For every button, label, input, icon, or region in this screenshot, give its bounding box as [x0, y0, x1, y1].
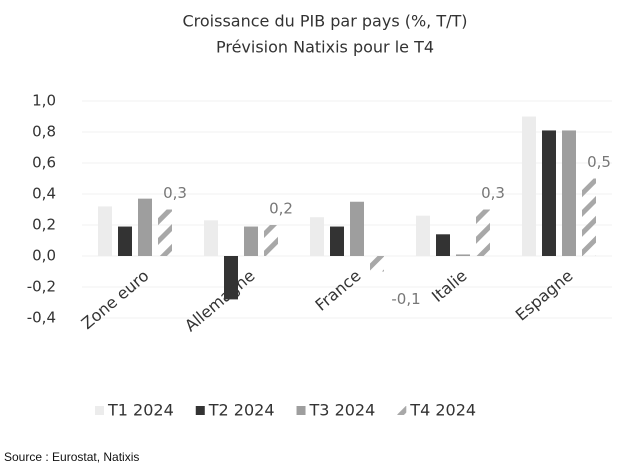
x-tick-label: Italie: [428, 266, 470, 306]
bar: [330, 226, 344, 256]
y-tick-label: 1,0: [32, 92, 56, 110]
bar: [582, 178, 596, 256]
y-tick-label: -0,2: [27, 278, 56, 296]
legend-label: T3 2024: [309, 401, 376, 420]
x-tick-label: Zone euro: [78, 266, 153, 333]
value-label: 0,3: [163, 184, 187, 202]
y-tick-label: 0,8: [32, 123, 56, 141]
legend-label: T4 2024: [409, 401, 476, 420]
bar: [118, 226, 132, 256]
bar: [542, 130, 556, 256]
chart-title: Croissance du PIB par pays (%, T/T): [182, 12, 467, 31]
bar: [456, 254, 470, 256]
bar: [416, 215, 430, 256]
bar: [310, 217, 324, 256]
value-label: -0,1: [391, 290, 420, 308]
x-tick-label: Espagne: [512, 266, 577, 325]
bar: [224, 256, 238, 300]
bar: [522, 116, 536, 256]
legend-label: T1 2024: [107, 401, 174, 420]
legend-swatch: [195, 406, 205, 415]
bar: [350, 201, 364, 256]
bar: [370, 256, 384, 272]
y-tick-label: 0,6: [32, 154, 56, 172]
legend-swatch: [296, 406, 306, 415]
x-tick-label: Allemagne: [181, 266, 258, 335]
legend-swatch: [397, 406, 407, 415]
bar: [98, 206, 112, 256]
x-tick-label: France: [311, 266, 364, 315]
bar: [158, 209, 172, 256]
y-tick-label: 0,0: [32, 247, 56, 265]
y-tick-label: 0,4: [32, 185, 56, 203]
legend-swatch: [95, 406, 104, 415]
legend-label: T2 2024: [208, 401, 275, 420]
chart-subtitle: Prévision Natixis pour le T4: [216, 38, 434, 57]
bar: [204, 220, 218, 256]
source: Source : Eurostat, Natixis: [4, 450, 139, 464]
value-label: 0,2: [269, 200, 293, 218]
value-label: 0,3: [481, 184, 505, 202]
bar: [476, 209, 490, 256]
bar: [138, 198, 152, 256]
y-tick-label: -0,4: [27, 309, 56, 327]
value-label: 0,5: [587, 153, 611, 171]
bar: [436, 234, 450, 256]
bar: [562, 130, 576, 256]
bar: [244, 226, 258, 256]
bar: [264, 225, 278, 256]
y-tick-label: 0,2: [32, 216, 56, 234]
